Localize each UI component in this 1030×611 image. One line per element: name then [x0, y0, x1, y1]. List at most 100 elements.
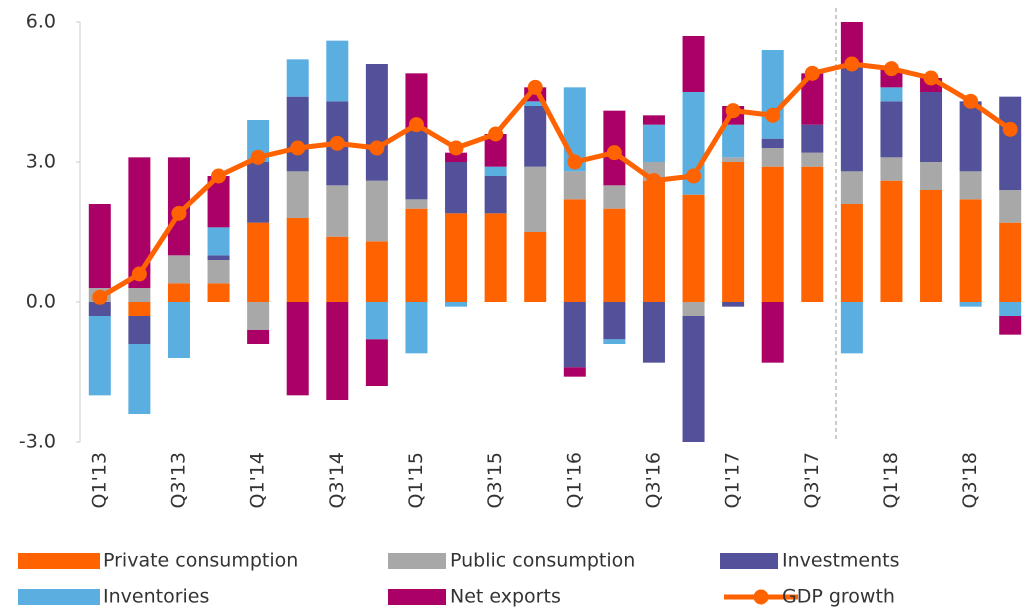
bar-segment	[761, 138, 784, 148]
bar-segment	[445, 213, 468, 302]
legend-item: Net exports	[388, 586, 561, 608]
line-marker	[408, 117, 424, 133]
bar-segment	[959, 302, 982, 307]
bar-segment	[88, 302, 111, 316]
bar-segment	[999, 316, 1022, 335]
bar-segment	[286, 59, 309, 97]
line-marker	[804, 65, 820, 81]
bar-segment	[286, 218, 309, 302]
x-tick-label: Q3'13	[167, 452, 189, 508]
bar-segment	[603, 302, 626, 340]
bar-segment	[840, 204, 863, 302]
line-marker	[290, 140, 306, 156]
legend-swatch	[388, 589, 446, 605]
bar-segment	[524, 232, 547, 302]
legend-item: Inventories	[18, 586, 209, 608]
legend-marker	[753, 589, 769, 605]
bar-segment	[801, 152, 824, 167]
bar-segment	[880, 180, 903, 302]
bar-segment	[484, 134, 507, 167]
line-marker	[686, 168, 702, 184]
bar-segment	[920, 162, 943, 190]
x-tick-label: Q1'15	[405, 452, 427, 508]
bar-segment	[167, 255, 190, 284]
bar-segment	[524, 101, 547, 106]
bar-segment	[722, 162, 745, 302]
bar-segment	[207, 260, 230, 284]
bar-segment	[128, 288, 151, 302]
legend-swatch	[18, 589, 100, 605]
y-tick-label: 6.0	[26, 11, 56, 33]
bar-segment	[405, 199, 428, 209]
bar-segment	[365, 302, 388, 340]
legend-swatch	[720, 553, 778, 569]
bar-segment	[603, 185, 626, 209]
legend-label: GDP growth	[782, 586, 895, 608]
x-tick-label: Q3'14	[326, 452, 348, 508]
legend-swatch	[18, 553, 100, 569]
bar-segment	[880, 101, 903, 158]
bar-segment	[563, 199, 586, 302]
bar-segment	[405, 73, 428, 130]
line-marker	[92, 289, 108, 305]
bar-segment	[563, 302, 586, 368]
bar-segment	[959, 199, 982, 302]
bar-segment	[128, 302, 151, 316]
bar-segment	[326, 302, 349, 400]
bar-segment	[88, 204, 111, 288]
line-marker	[765, 107, 781, 123]
line-marker	[131, 266, 147, 282]
legend-swatch	[388, 553, 446, 569]
bar-segment	[167, 283, 190, 302]
line-marker	[923, 70, 939, 86]
line-marker	[488, 126, 504, 142]
y-tick-label: 3.0	[26, 151, 56, 173]
bar-segment	[761, 50, 784, 139]
bar-segment	[959, 171, 982, 200]
bar-segment	[326, 40, 349, 102]
bar-segment	[445, 302, 468, 307]
x-tick-label: Q1'17	[722, 452, 744, 508]
bar-segment	[445, 152, 468, 162]
bar-segment	[167, 302, 190, 358]
bar-segment	[682, 36, 705, 92]
legend-label: Public consumption	[450, 550, 635, 572]
line-marker	[646, 173, 662, 189]
x-tick-label: Q3'16	[642, 452, 664, 508]
bar-segment	[247, 162, 270, 223]
legend-item: Investments	[720, 550, 900, 572]
bar-segment	[405, 302, 428, 354]
bar-segment	[286, 96, 309, 172]
line-marker	[211, 168, 227, 184]
x-tick-label: Q3'15	[484, 452, 506, 508]
bar-segment	[207, 255, 230, 260]
bar-segment	[524, 106, 547, 167]
bar-segment	[682, 194, 705, 302]
bar-segment	[920, 190, 943, 302]
bar-segment	[365, 339, 388, 386]
bar-segment	[247, 222, 270, 302]
line-marker	[369, 140, 385, 156]
line	[98, 61, 1012, 300]
bar-segment	[761, 302, 784, 363]
x-tick-label: Q3'18	[959, 452, 981, 508]
bar-segment	[999, 96, 1022, 190]
bar-segment	[801, 73, 824, 125]
bar-segment	[286, 171, 309, 218]
bar-segment	[801, 166, 824, 302]
bar-segment	[247, 120, 270, 162]
bar-segment	[642, 115, 665, 125]
bar-segment	[722, 157, 745, 162]
legend-item: Private consumption	[18, 550, 298, 572]
bar-segment	[563, 171, 586, 200]
bar-segment	[840, 171, 863, 204]
bar-segment	[959, 101, 982, 172]
bar-segment	[326, 185, 349, 237]
x-tick-label: Q3'17	[801, 452, 823, 508]
bar-segment	[682, 316, 705, 442]
bar-segment	[405, 208, 428, 302]
bar-segment	[603, 208, 626, 302]
bar-segment	[445, 162, 468, 214]
